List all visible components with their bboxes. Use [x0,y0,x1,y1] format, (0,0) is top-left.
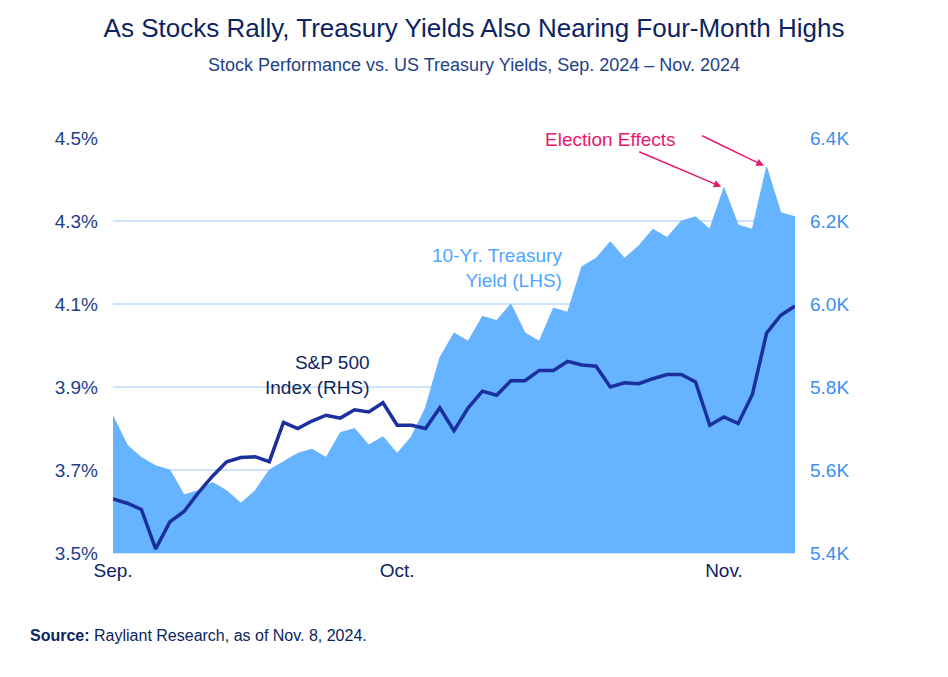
svg-text:S&P 500Index (RHS): S&P 500Index (RHS) [265,352,370,398]
svg-text:6.2K: 6.2K [810,211,849,232]
svg-text:4.1%: 4.1% [55,294,98,315]
svg-text:Source: Rayliant Research, as: Source: Rayliant Research, as of Nov. 8,… [30,627,367,644]
svg-text:4.5%: 4.5% [55,128,98,149]
svg-text:Nov.: Nov. [705,560,743,581]
svg-text:As Stocks Rally, Treasury Yiel: As Stocks Rally, Treasury Yields Also Ne… [104,13,845,75]
svg-text:4.3%: 4.3% [55,211,98,232]
svg-text:3.7%: 3.7% [55,460,98,481]
svg-text:3.9%: 3.9% [55,377,98,398]
svg-text:5.4K: 5.4K [810,543,849,564]
svg-text:5.8K: 5.8K [810,377,849,398]
svg-text:10-Yr. TreasuryYield (LHS): 10-Yr. TreasuryYield (LHS) [432,245,562,291]
svg-text:5.6K: 5.6K [810,460,849,481]
svg-text:Election Effects: Election Effects [545,129,676,150]
svg-text:Oct.: Oct. [380,560,415,581]
svg-text:3.5%: 3.5% [55,543,98,564]
svg-text:6.4K: 6.4K [810,128,849,149]
svg-text:6.0K: 6.0K [810,294,849,315]
svg-text:Sep.: Sep. [93,560,132,581]
